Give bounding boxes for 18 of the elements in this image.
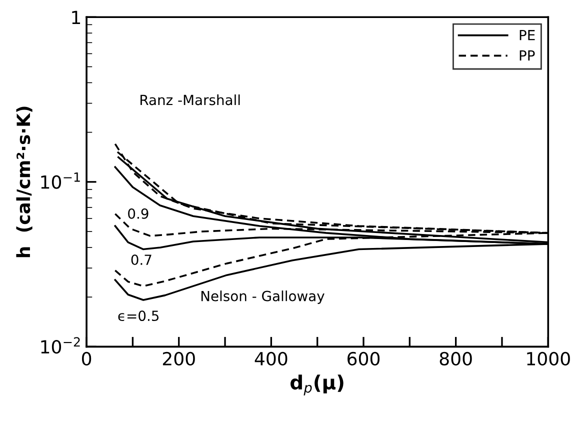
x-tick-label: 1000 xyxy=(527,352,570,366)
x-tick-label: 600 xyxy=(348,352,380,366)
legend-label: PP xyxy=(520,50,535,61)
y-tick-label: 1 xyxy=(72,10,80,24)
annotation: Ranz -Marshall xyxy=(140,94,240,106)
x-axis-title: d$_{p}$(μ) xyxy=(290,374,344,396)
x-tick-label: 200 xyxy=(162,352,195,366)
x-tick-label: 0 xyxy=(82,352,92,366)
x-tick-label: 800 xyxy=(440,352,472,366)
y-tick-label: 10$^{−2}$ xyxy=(41,337,80,354)
x-tick-label: 400 xyxy=(254,352,288,366)
legend-label: PE xyxy=(520,30,535,40)
annotation: 0.9 xyxy=(128,208,148,219)
annotation: Nelson - Galloway xyxy=(201,290,324,304)
y-axis-title: h (cal/cm²·s·K) xyxy=(16,106,32,258)
annotation: 0.7 xyxy=(131,254,152,266)
annotation: ϵ=0.5 xyxy=(118,310,159,322)
y-tick-label: 10$^{−1}$ xyxy=(41,172,80,189)
